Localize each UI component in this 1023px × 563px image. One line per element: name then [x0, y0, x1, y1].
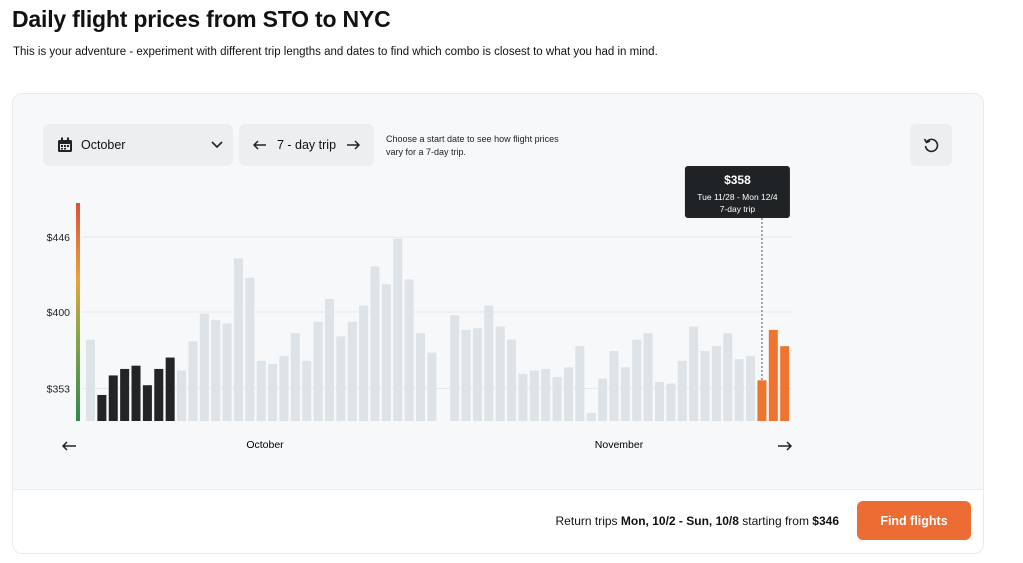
y-tick-label: $353	[47, 383, 71, 395]
trip-length-selector[interactable]: 7 - day trip	[239, 124, 374, 166]
bar	[689, 326, 699, 421]
bar	[518, 373, 528, 421]
bar	[472, 328, 482, 421]
card: Return trips Mon, 10/2 - Sun, 10/8 start…	[12, 93, 984, 554]
bar	[416, 333, 426, 421]
bar	[393, 238, 403, 421]
bar	[723, 333, 733, 421]
bar	[347, 321, 357, 421]
bar	[632, 339, 642, 421]
bar	[541, 368, 551, 421]
bar	[154, 368, 164, 421]
reset-icon	[923, 138, 939, 153]
scroll-right[interactable]	[778, 441, 793, 451]
bar	[404, 279, 414, 421]
return-middle: starting from	[742, 514, 809, 528]
bar	[450, 315, 460, 421]
bar	[131, 365, 141, 421]
bar	[529, 370, 539, 421]
subtitle: This is your adventure - experiment with…	[13, 46, 658, 58]
bar	[359, 305, 369, 421]
month-dropdown[interactable]: October	[43, 124, 233, 166]
tooltip	[684, 166, 790, 218]
bar	[211, 320, 221, 421]
bar	[336, 336, 346, 421]
bar	[655, 381, 664, 421]
bar	[188, 341, 198, 421]
return-price: $346	[812, 514, 839, 528]
bar	[324, 298, 334, 421]
return-dates: Mon, 10/2 - Sun, 10/8	[620, 514, 739, 528]
bar	[381, 284, 391, 421]
return-summary: Return trips Mon, 10/2 - Sun, 10/8 start…	[556, 514, 839, 528]
scroll-left[interactable]	[61, 441, 76, 451]
tooltip-price: $358	[724, 173, 751, 187]
bar	[313, 321, 323, 421]
bar	[552, 377, 562, 421]
bar	[233, 258, 243, 421]
month-label: October	[81, 138, 126, 152]
bar	[165, 357, 175, 421]
bar	[620, 367, 630, 421]
price-gradient	[76, 203, 80, 421]
bar	[86, 339, 95, 421]
bar	[586, 412, 596, 421]
bar	[222, 323, 232, 421]
y-tick-label: $446	[47, 232, 71, 244]
bar	[120, 368, 130, 421]
bar	[666, 383, 676, 421]
bar	[677, 360, 687, 421]
bar	[108, 375, 118, 421]
footer: Return trips Mon, 10/2 - Sun, 10/8 start…	[13, 489, 983, 553]
bar	[734, 359, 744, 421]
bar	[700, 351, 710, 421]
bar	[97, 394, 107, 421]
bar	[427, 352, 437, 421]
return-prefix: Return trips	[555, 514, 618, 528]
bar	[461, 329, 471, 421]
bar	[507, 339, 517, 421]
next-arrow[interactable]	[346, 140, 360, 150]
month-label: October	[246, 439, 284, 451]
bar	[290, 333, 300, 421]
chart: October November $353 $400 $446 $358 Tue 11/…	[47, 166, 793, 451]
bar	[711, 346, 721, 421]
bar	[563, 367, 573, 421]
bar	[256, 360, 266, 421]
bar	[768, 329, 778, 421]
tooltip-trip: 7-day trip	[720, 204, 756, 214]
bar	[746, 355, 756, 421]
page-title: Daily flight prices from STO to NYC	[12, 6, 391, 32]
bar	[598, 378, 608, 421]
calendar-icon	[58, 137, 72, 152]
bar	[142, 385, 152, 421]
y-tick-label: $400	[47, 307, 71, 319]
bar	[575, 346, 585, 421]
reset-button[interactable]	[910, 124, 952, 166]
bar	[370, 266, 380, 421]
prev-arrow[interactable]	[253, 140, 267, 150]
bar	[757, 380, 767, 421]
trip-length-label: 7 - day trip	[276, 138, 337, 152]
bar	[279, 355, 289, 421]
tooltip-dates: Tue 11/28 - Mon 12/4	[697, 192, 778, 202]
bar	[268, 364, 278, 421]
bar	[609, 351, 619, 421]
help-text: Choose a start date to see how flight pr…	[386, 134, 559, 157]
bar	[302, 360, 312, 421]
bar	[643, 333, 653, 421]
find-flights-button[interactable]: Find flights	[857, 501, 971, 540]
month-label: November	[595, 439, 644, 451]
bar	[245, 277, 255, 421]
bar	[199, 313, 209, 421]
bar	[484, 305, 494, 421]
bar	[177, 370, 187, 421]
bar	[780, 346, 790, 421]
bar	[495, 326, 505, 421]
chevron	[211, 141, 223, 149]
